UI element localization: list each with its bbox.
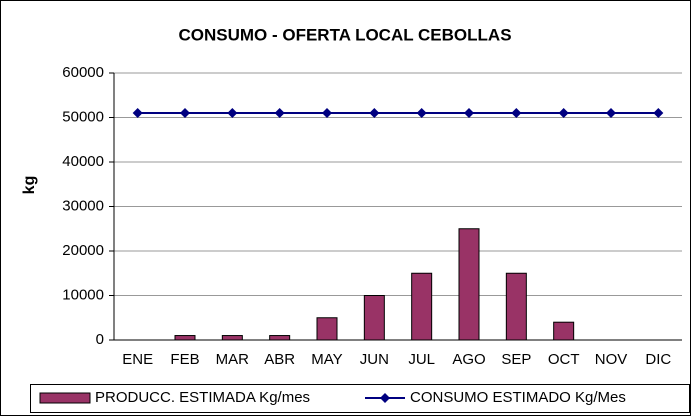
y-tick-label: 50000 [62,108,104,125]
marker [653,108,664,119]
y-tick-label: 10000 [62,286,104,303]
marker [322,108,332,119]
y-axis-label: kg [21,176,38,195]
chart-title: CONSUMO - OFERTA LOCAL CEBOLLAS [178,25,511,44]
bar [411,272,433,341]
x-tick-label: JUL [408,351,435,368]
x-tick-label: AGO [452,351,485,368]
marker [558,108,569,119]
x-tick-label: DIC [645,351,671,368]
x-tick-label: SEP [501,351,531,368]
y-tick-label: 0 [96,331,104,348]
bar [269,335,291,341]
bar [363,295,385,341]
x-tick-label: FEB [170,351,199,368]
bar [174,335,196,341]
legend-swatch [39,392,91,404]
marker [606,108,616,119]
bar [505,272,527,341]
y-tick-label: 20000 [62,242,104,259]
x-tick-label: ABR [264,351,295,368]
marker [180,108,190,119]
bar [316,317,338,341]
x-tick-label: NOV [595,351,628,368]
y-tick-label: 30000 [62,197,104,214]
marker [416,108,427,119]
marker [464,108,474,119]
bar [553,321,575,341]
legend-box [30,384,690,413]
legend-label: PRODUCC. ESTIMADA Kg/mes [95,389,310,406]
x-tick-label: OCT [548,351,580,368]
x-tick-label: MAR [216,351,250,368]
legend-label: CONSUMO ESTIMADO Kg/Mes [410,389,626,406]
x-tick-label: ENE [122,351,153,368]
y-tick-label: 60000 [62,64,104,81]
marker [274,108,285,119]
marker [227,108,238,119]
bar [458,228,480,341]
y-tick-label: 40000 [62,153,104,170]
marker [511,108,522,119]
marker [132,108,143,119]
marker [369,108,380,119]
x-tick-label: MAY [311,351,342,368]
x-tick-label: JUN [360,351,389,368]
bar [221,335,243,341]
legend-swatch [380,393,390,403]
